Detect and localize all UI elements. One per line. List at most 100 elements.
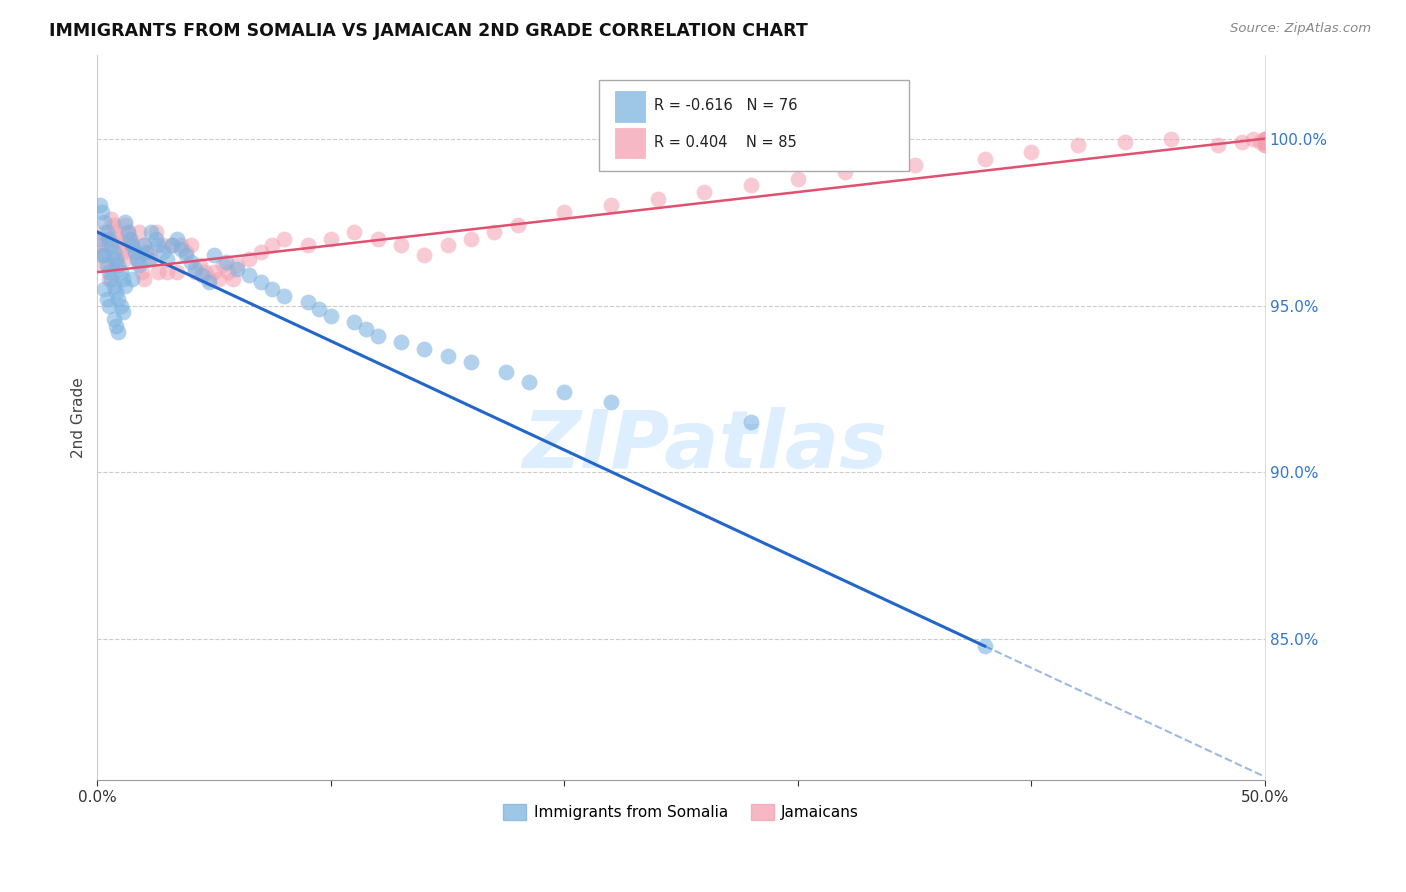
Point (308, 301, 330, 316)
Point (114, 278, 136, 293)
Legend: Immigrants from Somalia, Jamaicans: Immigrants from Somalia, Jamaicans (496, 798, 865, 826)
Point (740, 178, 762, 193)
FancyBboxPatch shape (614, 91, 645, 122)
Point (91, 248, 114, 262)
Point (146, 265, 169, 279)
Point (174, 245, 197, 260)
Point (343, 315, 366, 329)
Point (222, 272, 245, 286)
Point (138, 252, 160, 266)
Point (105, 259, 128, 273)
Point (174, 248, 197, 262)
Point (138, 245, 160, 260)
Point (1114, 135, 1136, 149)
Point (215, 255, 238, 269)
Point (1021, 145, 1043, 159)
Point (226, 259, 249, 273)
Point (156, 252, 179, 266)
Point (132, 238, 155, 252)
Point (103, 278, 125, 293)
Point (249, 245, 271, 260)
FancyBboxPatch shape (599, 80, 908, 171)
Point (262, 238, 284, 252)
Point (319, 232, 342, 246)
Point (238, 252, 260, 266)
Point (484, 225, 506, 239)
Point (117, 225, 139, 239)
Point (1254, 131, 1277, 145)
Point (152, 238, 174, 252)
Point (436, 349, 458, 363)
Point (1249, 135, 1271, 149)
Point (1254, 131, 1277, 145)
Point (93, 248, 115, 262)
Point (1160, 131, 1182, 145)
Point (110, 265, 132, 279)
Point (112, 245, 135, 260)
Point (170, 242, 193, 256)
Point (460, 355, 482, 369)
Point (124, 245, 146, 260)
Point (517, 376, 540, 390)
Point (354, 322, 377, 336)
Point (114, 219, 136, 233)
Point (103, 252, 125, 266)
Point (1254, 138, 1277, 153)
Point (105, 225, 128, 239)
Point (184, 265, 207, 279)
Point (786, 171, 808, 186)
Point (297, 238, 319, 252)
Point (125, 252, 148, 266)
Point (145, 225, 167, 239)
Point (118, 232, 141, 246)
Point (973, 152, 995, 166)
Point (124, 245, 146, 260)
Point (273, 288, 295, 302)
Point (208, 272, 231, 286)
Point (413, 342, 436, 356)
Point (600, 395, 623, 409)
Point (89, 198, 111, 212)
Point (121, 272, 143, 286)
Point (117, 225, 139, 239)
Point (202, 265, 225, 279)
Point (121, 238, 143, 252)
Point (152, 245, 174, 260)
Text: R = 0.404    N = 85: R = 0.404 N = 85 (654, 135, 797, 150)
Point (273, 232, 295, 246)
Point (495, 365, 517, 379)
Point (184, 261, 207, 276)
Point (128, 225, 150, 239)
Point (100, 211, 122, 226)
Point (238, 268, 260, 283)
Point (91, 205, 114, 219)
Point (202, 248, 225, 262)
FancyBboxPatch shape (614, 128, 645, 158)
Point (194, 265, 217, 279)
Point (1254, 135, 1277, 149)
Point (107, 232, 129, 246)
Point (188, 259, 211, 273)
Text: Source: ZipAtlas.com: Source: ZipAtlas.com (1230, 22, 1371, 36)
Point (647, 192, 669, 206)
Text: ZIPatlas: ZIPatlas (522, 408, 887, 485)
Point (460, 232, 482, 246)
Point (249, 275, 271, 289)
Point (98, 232, 121, 246)
Point (100, 272, 122, 286)
Point (389, 335, 412, 350)
Point (131, 265, 153, 279)
Point (166, 232, 188, 246)
Point (98, 265, 121, 279)
Point (114, 252, 136, 266)
Point (110, 238, 132, 252)
Point (107, 292, 129, 306)
Point (89, 232, 111, 246)
Point (160, 238, 183, 252)
Point (198, 272, 221, 286)
Point (105, 285, 128, 300)
Point (343, 225, 366, 239)
Point (553, 385, 575, 400)
Point (103, 245, 125, 260)
Point (114, 215, 136, 229)
